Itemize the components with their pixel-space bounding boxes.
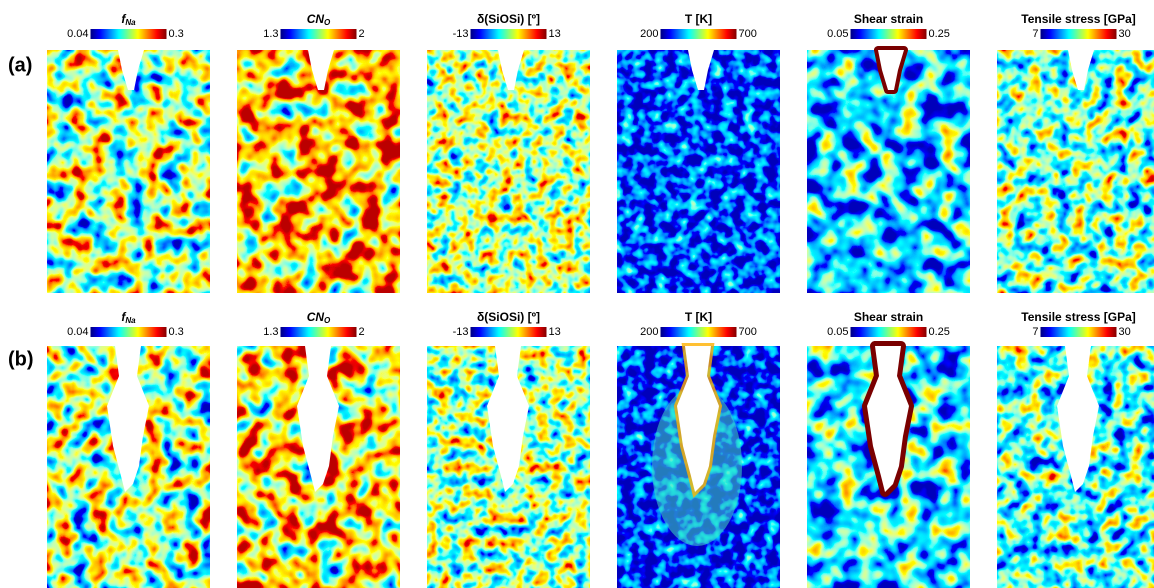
colorbar-max: 30 [1119, 326, 1131, 338]
title-sub: O [324, 316, 331, 325]
colorbar-min: 0.04 [67, 326, 88, 338]
crack [107, 346, 149, 492]
panel-title: δ(SiOSi) [º] [477, 12, 540, 26]
colorbar-min: 200 [640, 28, 658, 40]
colorbar-max: 700 [739, 28, 757, 40]
panel-title: Tensile stress [GPa] [1021, 310, 1136, 324]
crack [1057, 346, 1099, 492]
crack [688, 50, 714, 90]
colorbar-min: 200 [640, 326, 658, 338]
colorbar [280, 327, 357, 337]
row-label: (a) [8, 54, 32, 76]
colorbar-max: 0.3 [169, 28, 184, 40]
title-sub: Na [125, 316, 136, 325]
crack [308, 50, 334, 90]
colorbar [1040, 29, 1117, 39]
crack [297, 346, 339, 492]
colorbar [1040, 327, 1117, 337]
panel-title: fNa [121, 310, 136, 325]
colorbar [90, 327, 167, 337]
title-main: CN [307, 310, 325, 324]
crack [1068, 50, 1094, 90]
title-main: Shear strain [854, 12, 923, 26]
colorbar-min: 1.3 [263, 28, 278, 40]
title-sub: O [324, 18, 331, 27]
colorbar-min: 0.05 [827, 326, 848, 338]
crack [867, 346, 909, 492]
title-sub: Na [125, 18, 136, 27]
panel-title: Shear strain [854, 310, 923, 324]
panel-title: δ(SiOSi) [º] [477, 310, 540, 324]
title-main: Tensile stress [GPa] [1021, 310, 1136, 324]
row-label: (b) [8, 348, 34, 370]
panel-title: fNa [121, 12, 136, 27]
panel-title: Tensile stress [GPa] [1021, 12, 1136, 26]
title-main: Tensile stress [GPa] [1021, 12, 1136, 26]
title-main: Shear strain [854, 310, 923, 324]
title-main: CN [307, 12, 325, 26]
panel-title: CNO [307, 310, 331, 325]
colorbar [850, 29, 927, 39]
crack [677, 346, 719, 492]
title-main: T [K] [685, 310, 712, 324]
colorbar [660, 327, 737, 337]
panel-title: CNO [307, 12, 331, 27]
crack [487, 346, 529, 492]
panel-title: Shear strain [854, 12, 923, 26]
colorbar [470, 29, 547, 39]
crack [878, 50, 904, 90]
panel-title: T [K] [685, 12, 712, 26]
colorbar [470, 327, 547, 337]
title-main: δ(SiOSi) [º] [477, 12, 540, 26]
colorbar-max: 2 [359, 326, 365, 338]
title-main: f [121, 310, 126, 324]
colorbar-min: 7 [1032, 28, 1038, 40]
title-main: T [K] [685, 12, 712, 26]
colorbar-max: 30 [1119, 28, 1131, 40]
colorbar-max: 2 [359, 28, 365, 40]
crack [118, 50, 144, 90]
colorbar-max: 700 [739, 326, 757, 338]
title-main: f [121, 12, 126, 26]
colorbar-min: 1.3 [263, 326, 278, 338]
field-map [237, 50, 400, 293]
field-map [617, 50, 780, 293]
colorbar-max: 0.25 [929, 326, 950, 338]
colorbar-min: 0.05 [827, 28, 848, 40]
crack [498, 50, 524, 90]
colorbar-min: -13 [453, 28, 469, 40]
colorbar-min: 0.04 [67, 28, 88, 40]
panel-title: T [K] [685, 310, 712, 324]
title-main: δ(SiOSi) [º] [477, 310, 540, 324]
colorbar-max: 13 [549, 326, 561, 338]
colorbar-max: 0.25 [929, 28, 950, 40]
colorbar-min: -13 [453, 326, 469, 338]
colorbar-max: 0.3 [169, 326, 184, 338]
field-map [427, 50, 590, 293]
colorbar [850, 327, 927, 337]
colorbar-max: 13 [549, 28, 561, 40]
colorbar [660, 29, 737, 39]
colorbar [280, 29, 357, 39]
colorbar [90, 29, 167, 39]
field-map [997, 50, 1154, 293]
field-map [47, 50, 210, 293]
colorbar-min: 7 [1032, 326, 1038, 338]
